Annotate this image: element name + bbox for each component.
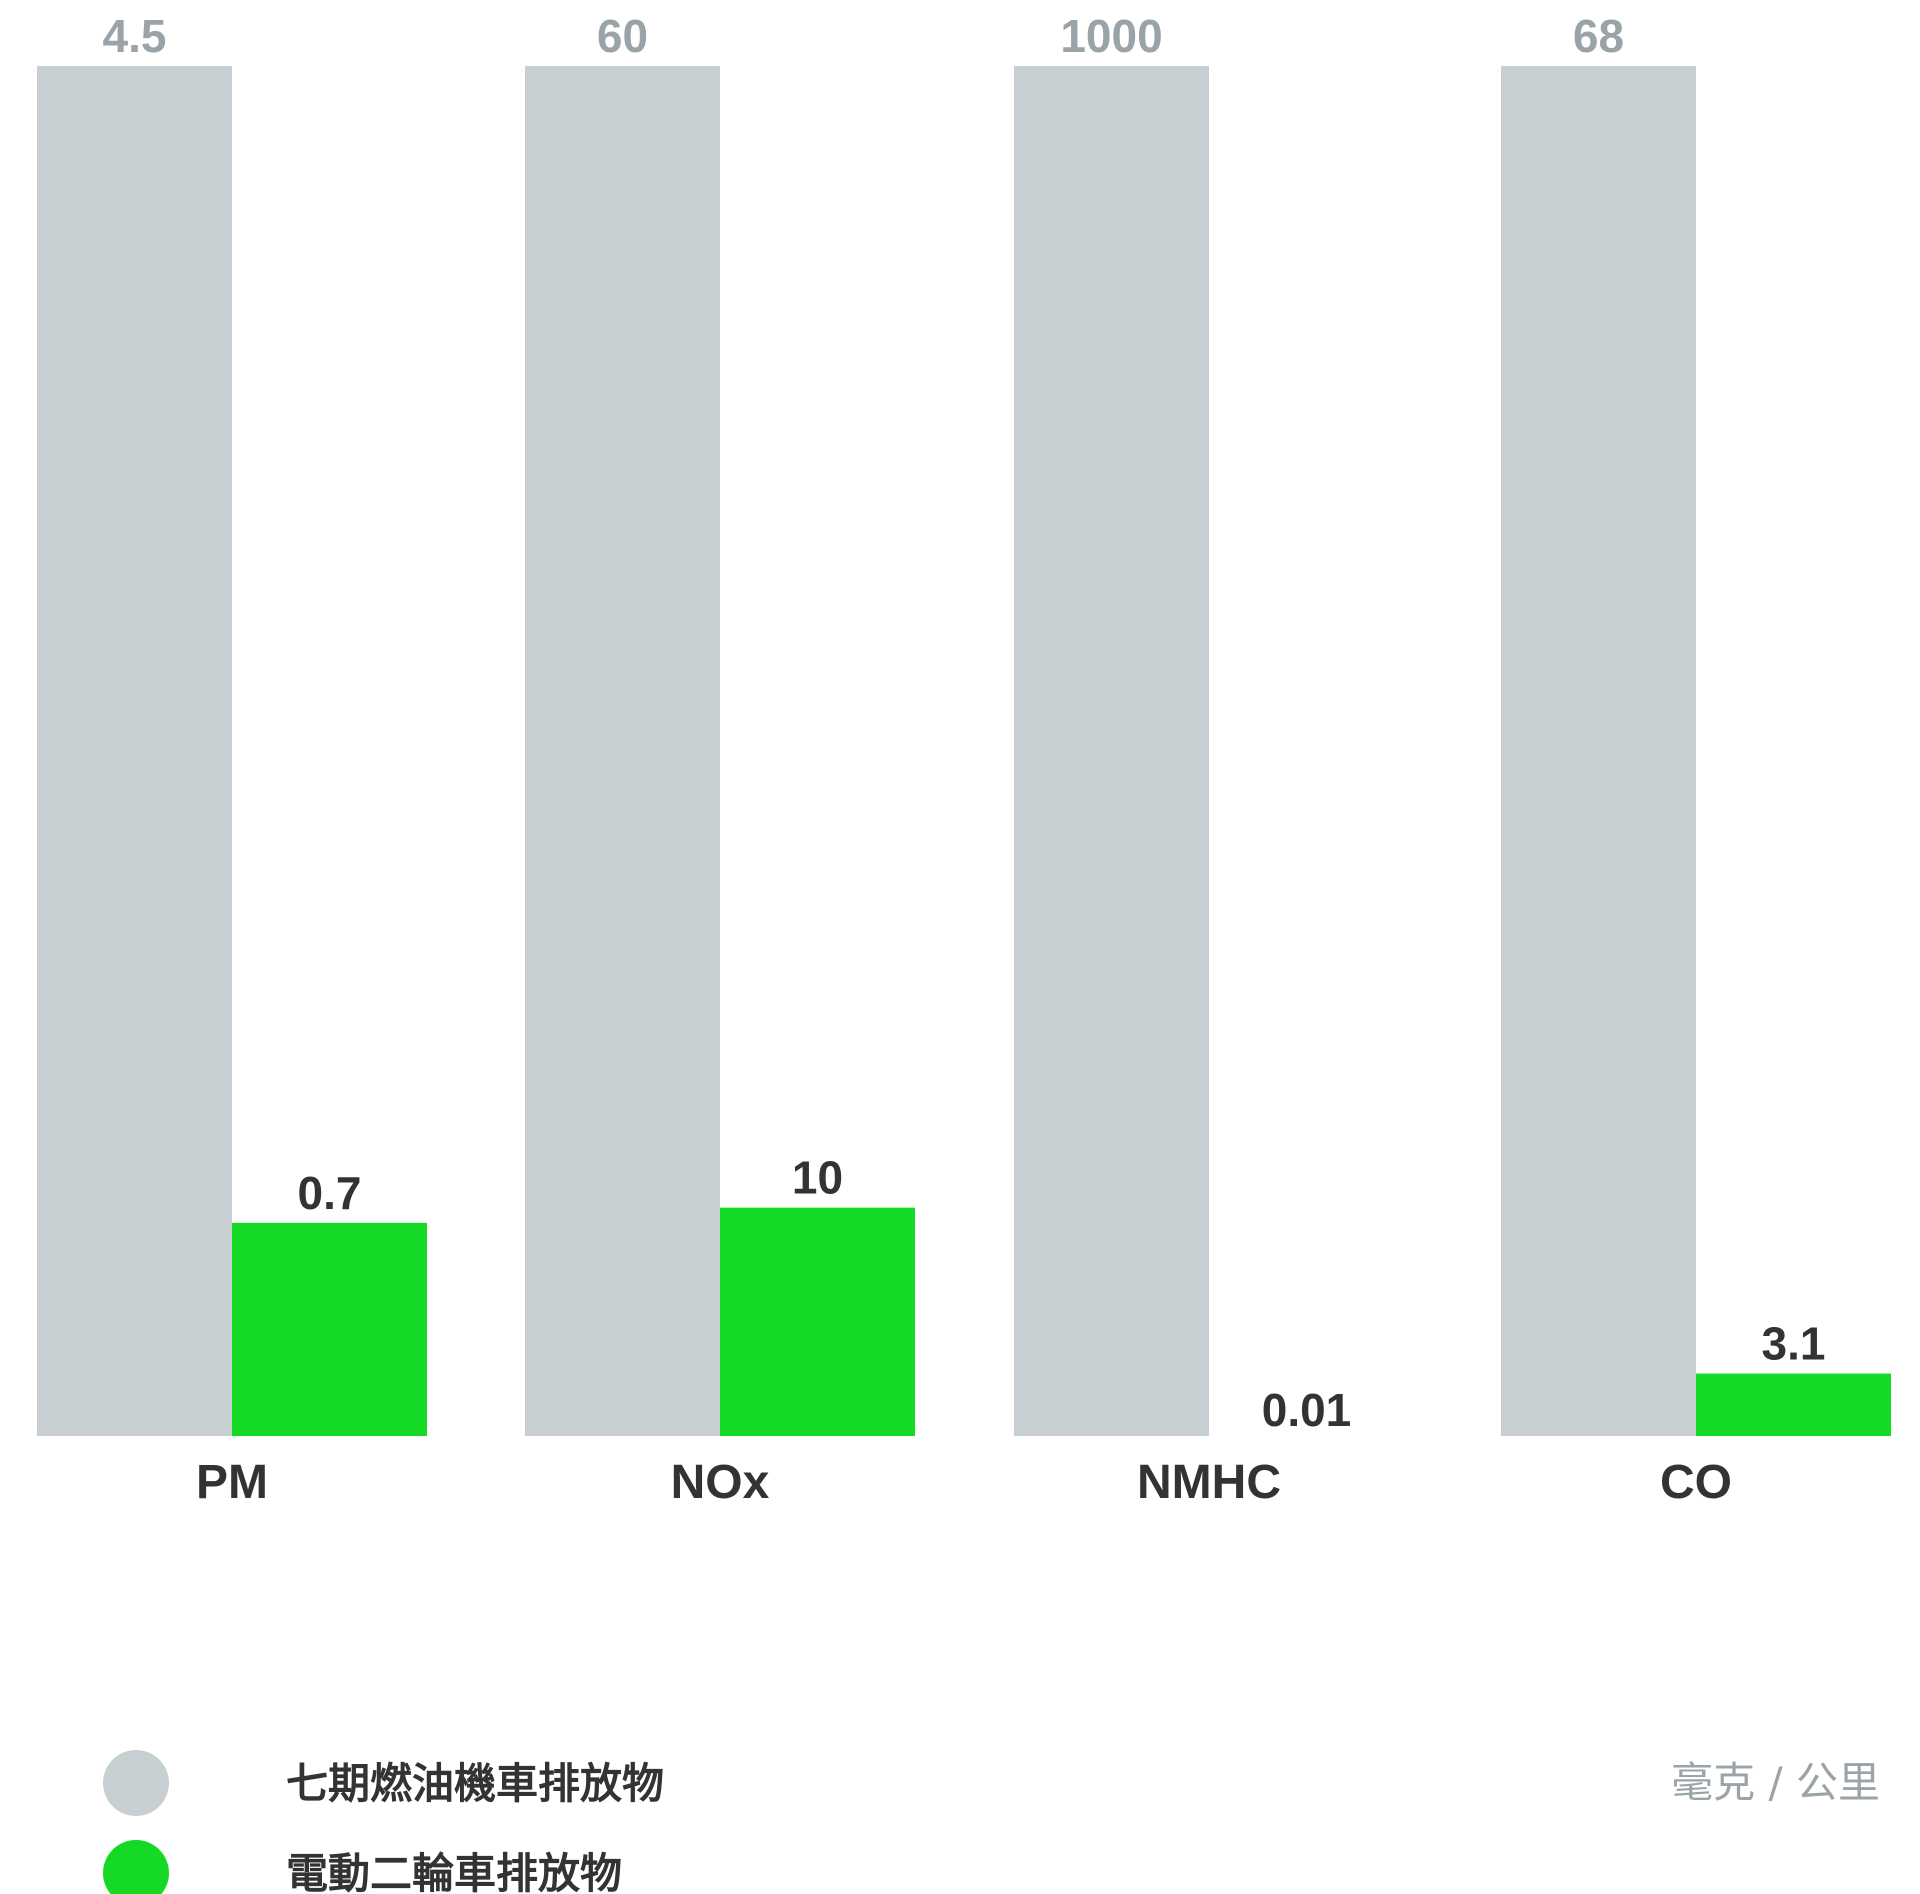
legend-label-electric: 電動二輪車排放物 — [286, 1849, 622, 1894]
bars-group — [37, 66, 1891, 1436]
value-label-pm-gasoline: 4.5 — [103, 10, 167, 62]
value-label-nmhc-electric: 0.01 — [1262, 1384, 1352, 1436]
value-label-pm-electric: 0.7 — [298, 1167, 362, 1219]
bar-nox-gasoline — [525, 66, 720, 1436]
category-label-nmhc: NMHC — [1137, 1456, 1281, 1509]
legend-swatch-gasoline — [103, 1750, 169, 1816]
unit-label: 毫克 / 公里 — [1671, 1758, 1880, 1807]
value-label-co-electric: 3.1 — [1762, 1318, 1826, 1370]
category-label-pm: PM — [196, 1456, 268, 1509]
category-label-nox: NOx — [671, 1456, 770, 1509]
bar-pm-gasoline — [37, 66, 232, 1436]
bar-co-gasoline — [1501, 66, 1696, 1436]
value-label-co-gasoline: 68 — [1573, 10, 1624, 62]
value-label-nox-electric: 10 — [792, 1152, 843, 1204]
bar-nox-electric — [720, 1207, 915, 1436]
value-labels-group: 4.5 0.7 60 10 1000 0.01 68 3.1 — [103, 10, 1826, 1436]
category-label-co: CO — [1660, 1456, 1732, 1509]
bar-nmhc-gasoline — [1014, 66, 1209, 1436]
legend-swatch-electric — [103, 1840, 169, 1894]
bar-co-electric — [1696, 1373, 1891, 1436]
legend-label-gasoline: 七期燃油機車排放物 — [286, 1759, 664, 1808]
bar-pm-electric — [232, 1222, 427, 1436]
value-label-nox-gasoline: 60 — [597, 10, 648, 62]
legend: 七期燃油機車排放物 電動二輪車排放物 — [103, 1750, 664, 1894]
value-label-nmhc-gasoline: 1000 — [1060, 10, 1162, 62]
category-labels-group: PM NOx NMHC CO — [196, 1456, 1732, 1509]
